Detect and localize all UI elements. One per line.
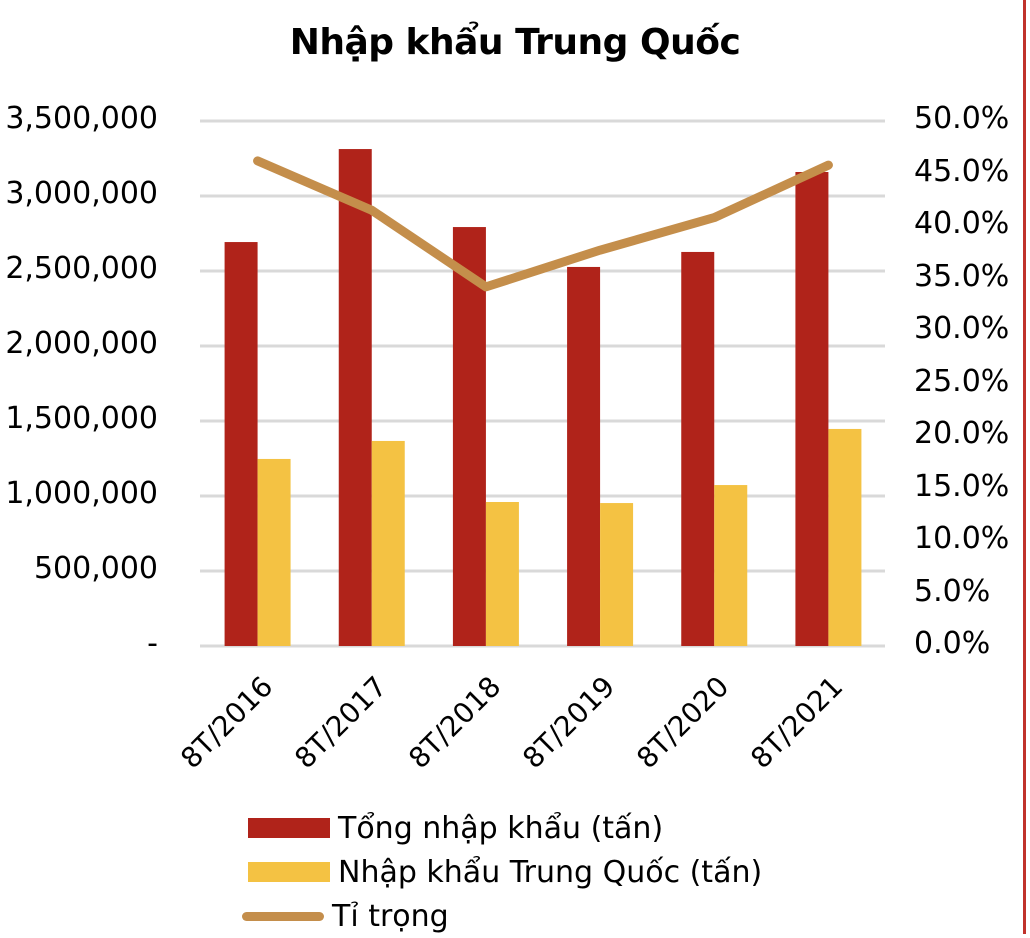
bar-china-import [485, 502, 519, 646]
left-tick-label: - [147, 626, 158, 661]
share-line [253, 156, 833, 292]
left-tick-label: 3,500,000 [5, 101, 158, 136]
bar-total-import [795, 172, 829, 646]
bar-china-import [257, 458, 291, 646]
legend-item-china-import: Nhập khẩu Trung Quốc (tấn) [248, 850, 762, 894]
right-tick-label: 10.0% [914, 521, 1010, 556]
left-tick-label: 1,000,000 [5, 476, 158, 511]
left-tick-label: 2,500,000 [5, 251, 158, 286]
bar-total-import [681, 251, 715, 646]
legend-swatch-total-import [248, 818, 330, 838]
left-tick-label: 3,000,000 [5, 176, 158, 211]
bar-china-import [371, 440, 405, 646]
right-tick-label: 0.0% [914, 626, 991, 661]
right-tick-label: 20.0% [914, 416, 1010, 451]
bar-china-import [714, 485, 748, 646]
left-tick-label: 2,000,000 [5, 326, 158, 361]
right-border [1023, 0, 1026, 934]
bar-china-import [600, 503, 634, 646]
right-tick-label: 5.0% [914, 573, 991, 609]
bar-china-import [828, 428, 862, 646]
right-tick-label: 25.0% [914, 363, 1010, 399]
bar-total-import [338, 149, 372, 647]
legend-item-share: Tỉ trọng [242, 894, 762, 938]
bar-total-import [452, 227, 486, 647]
legend-item-total-import: Tổng nhập khẩu (tấn) [248, 806, 762, 850]
right-tick-label: 30.0% [914, 311, 1010, 346]
legend-label: Tổng nhập khẩu (tấn) [338, 810, 664, 846]
right-tick-label: 40.0% [914, 206, 1010, 241]
right-tick-label: 45.0% [914, 153, 1010, 189]
legend-swatch-share-line [242, 911, 324, 921]
left-tick-label: 1,500,000 [5, 401, 158, 436]
legend-swatch-china-import [248, 862, 330, 882]
bar-total-import [567, 266, 601, 646]
right-tick-label: 35.0% [914, 258, 1010, 294]
legend-label: Tỉ trọng [332, 898, 449, 934]
right-tick-label: 15.0% [914, 468, 1010, 504]
right-tick-label: 50.0% [914, 101, 1010, 136]
left-tick-label: 500,000 [33, 551, 158, 586]
legend: Tổng nhập khẩu (tấn) Nhập khẩu Trung Quố… [242, 806, 762, 938]
legend-label: Nhập khẩu Trung Quốc (tấn) [338, 854, 763, 890]
bar-total-import [224, 242, 258, 647]
chart-title: Nhập khẩu Trung Quốc [289, 22, 741, 63]
